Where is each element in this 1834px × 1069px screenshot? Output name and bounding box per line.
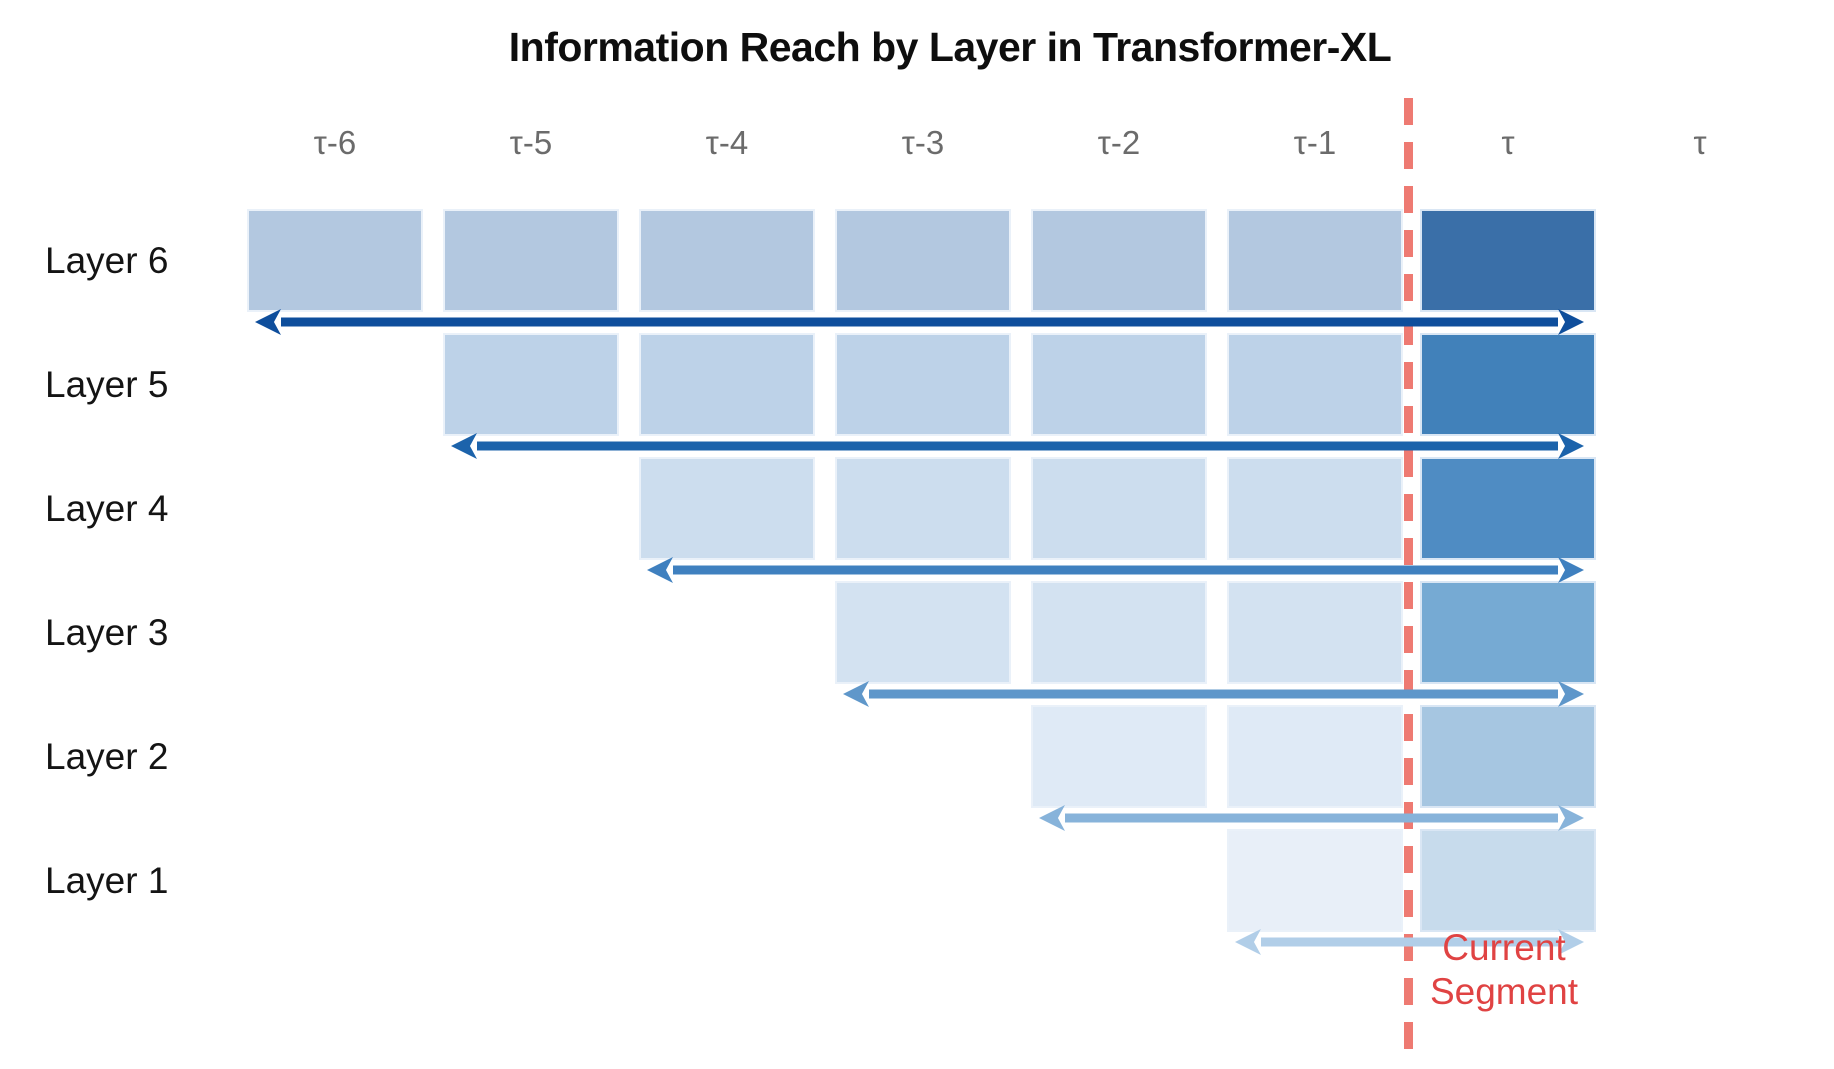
memory-box-layer-6-col-τ-3 — [835, 209, 1011, 312]
column-header-τ-5: τ-5 — [509, 124, 553, 161]
column-header-τ-6: τ-6 — [313, 124, 357, 161]
memory-box-layer-4-col-τ-1 — [1227, 457, 1403, 560]
memory-box-layer-6-col-τ-1 — [1227, 209, 1403, 312]
current-segment-box-layer-2-col-τ — [1420, 705, 1596, 808]
memory-box-layer-6-col-τ-2 — [1031, 209, 1207, 312]
memory-box-layer-6-col-τ-4 — [639, 209, 815, 312]
memory-box-layer-3-col-τ-1 — [1227, 581, 1403, 684]
row-label-layer-6: Layer 6 — [45, 239, 169, 281]
current-segment-box-layer-3-col-τ — [1420, 581, 1596, 684]
memory-box-layer-4-col-τ-4 — [639, 457, 815, 560]
current-segment-label-line2: Segment — [1429, 971, 1579, 1012]
row-label-layer-2: Layer 2 — [45, 735, 169, 777]
row-label-layer-3: Layer 3 — [45, 611, 169, 653]
memory-box-layer-5-col-τ-5 — [443, 333, 619, 436]
memory-box-layer-5-col-τ-3 — [835, 333, 1011, 436]
column-header-τ: τ — [1501, 124, 1515, 161]
memory-box-layer-4-col-τ-2 — [1031, 457, 1207, 560]
memory-box-layer-2-col-τ-1 — [1227, 705, 1403, 808]
row-label-layer-1: Layer 1 — [45, 859, 169, 901]
memory-box-layer-4-col-τ-3 — [835, 457, 1011, 560]
current-segment-box-layer-6-col-τ — [1420, 209, 1596, 312]
column-header-τ-1: τ-1 — [1293, 124, 1337, 161]
memory-box-layer-6-col-τ-5 — [443, 209, 619, 312]
column-header-tau-next: τ — [1693, 124, 1707, 161]
current-segment-label: Current Segment — [1430, 926, 1578, 1014]
memory-box-layer-5-col-τ-2 — [1031, 333, 1207, 436]
memory-box-layer-3-col-τ-2 — [1031, 581, 1207, 684]
current-segment-box-layer-4-col-τ — [1420, 457, 1596, 560]
memory-box-layer-1-col-τ-1 — [1227, 829, 1403, 932]
row-label-layer-5: Layer 5 — [45, 363, 169, 405]
current-segment-label-line1: Current — [1442, 927, 1566, 968]
memory-box-layer-6-col-τ-6 — [247, 209, 423, 312]
memory-box-layer-5-col-τ-4 — [639, 333, 815, 436]
column-header-τ-2: τ-2 — [1097, 124, 1141, 161]
memory-box-layer-3-col-τ-3 — [835, 581, 1011, 684]
row-label-layer-4: Layer 4 — [45, 487, 169, 529]
column-header-τ-3: τ-3 — [901, 124, 945, 161]
current-segment-divider-line — [1404, 98, 1413, 1050]
current-segment-box-layer-1-col-τ — [1420, 829, 1596, 932]
memory-box-layer-2-col-τ-2 — [1031, 705, 1207, 808]
page-title: Information Reach by Layer in Transforme… — [508, 24, 1392, 70]
memory-box-layer-5-col-τ-1 — [1227, 333, 1403, 436]
column-header-τ-4: τ-4 — [705, 124, 749, 161]
current-segment-box-layer-5-col-τ — [1420, 333, 1596, 436]
